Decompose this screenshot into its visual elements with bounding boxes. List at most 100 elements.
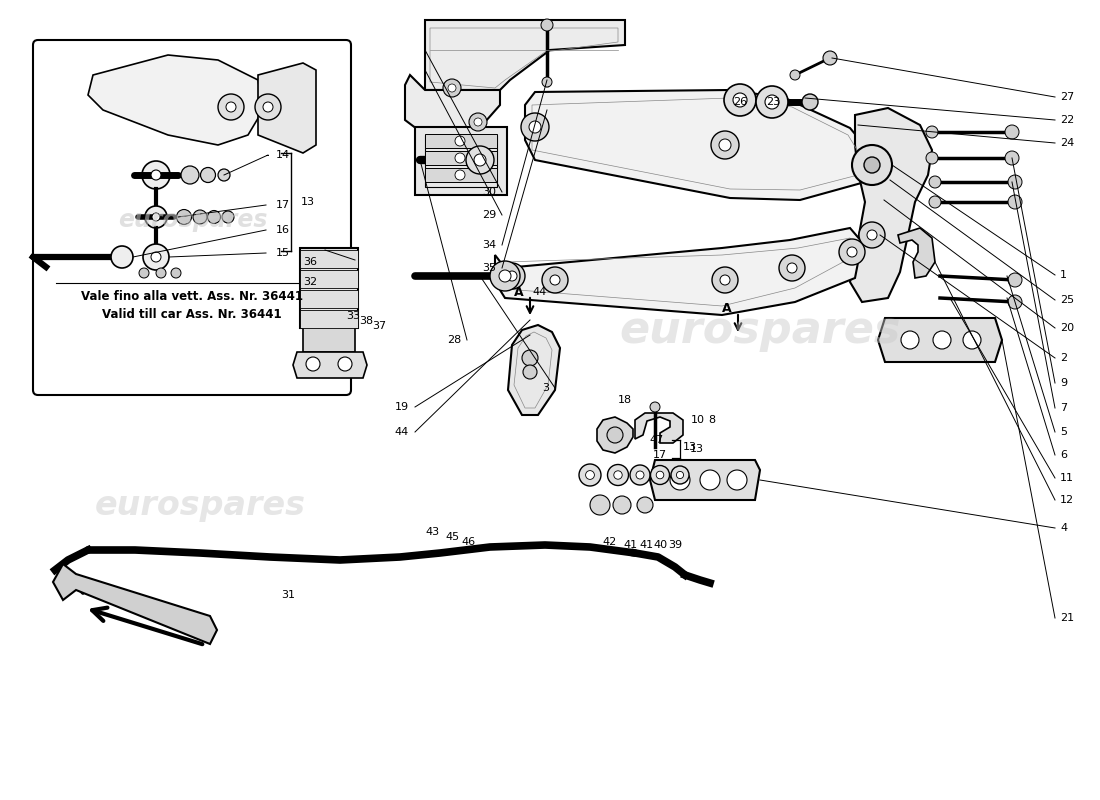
Circle shape (790, 70, 800, 80)
Polygon shape (597, 417, 632, 453)
Text: 43: 43 (426, 527, 440, 537)
Text: 15: 15 (276, 248, 290, 258)
Text: 12: 12 (1060, 495, 1074, 505)
Text: 32: 32 (302, 277, 317, 287)
Text: 23: 23 (766, 97, 780, 107)
Circle shape (192, 210, 207, 224)
Polygon shape (293, 352, 367, 378)
Circle shape (550, 275, 560, 285)
Circle shape (170, 268, 182, 278)
Circle shape (607, 427, 623, 443)
Text: eurospares: eurospares (119, 208, 267, 232)
Text: 10: 10 (691, 415, 705, 425)
Bar (425, 134, 497, 148)
Text: 7: 7 (1060, 403, 1067, 413)
Text: 24: 24 (1060, 138, 1075, 148)
Text: 40: 40 (653, 540, 667, 550)
Circle shape (650, 402, 660, 412)
Text: eurospares: eurospares (619, 309, 901, 351)
Polygon shape (258, 63, 316, 153)
Text: 1: 1 (1060, 270, 1067, 280)
Circle shape (1008, 295, 1022, 309)
Text: 6: 6 (1060, 450, 1067, 460)
Polygon shape (525, 90, 870, 200)
Bar (415, 127, 507, 195)
Text: 21: 21 (1060, 613, 1074, 623)
Text: Valid till car Ass. Nr. 36441: Valid till car Ass. Nr. 36441 (102, 309, 282, 322)
Text: 41: 41 (639, 540, 653, 550)
Text: 47: 47 (650, 435, 664, 445)
Circle shape (867, 230, 877, 240)
Text: 4: 4 (1060, 523, 1067, 533)
Bar (300, 248, 358, 328)
Polygon shape (88, 55, 263, 145)
Circle shape (712, 267, 738, 293)
Text: 39: 39 (668, 540, 682, 550)
Circle shape (455, 153, 465, 163)
Circle shape (657, 471, 663, 478)
Text: 45: 45 (446, 532, 460, 542)
Polygon shape (650, 460, 760, 500)
Text: 42: 42 (603, 537, 617, 547)
Circle shape (786, 263, 798, 273)
Circle shape (541, 19, 553, 31)
Circle shape (151, 252, 161, 262)
Circle shape (847, 247, 857, 257)
Circle shape (529, 121, 541, 133)
Polygon shape (508, 325, 560, 415)
Circle shape (1008, 273, 1022, 287)
Circle shape (338, 357, 352, 371)
Circle shape (1008, 175, 1022, 189)
Text: 18: 18 (618, 395, 632, 405)
Circle shape (522, 350, 538, 366)
Circle shape (542, 77, 552, 87)
Circle shape (226, 102, 236, 112)
Text: 37: 37 (372, 321, 386, 331)
Circle shape (930, 176, 940, 188)
Circle shape (474, 118, 482, 126)
Text: 2: 2 (1060, 353, 1067, 363)
Circle shape (650, 466, 670, 485)
Circle shape (263, 102, 273, 112)
Circle shape (306, 357, 320, 371)
Text: 16: 16 (276, 225, 290, 235)
Circle shape (466, 146, 494, 174)
Circle shape (255, 94, 280, 120)
Circle shape (455, 136, 465, 146)
Circle shape (802, 94, 818, 110)
Circle shape (469, 113, 487, 131)
Circle shape (720, 275, 730, 285)
Text: 34: 34 (482, 240, 496, 250)
Text: 25: 25 (1060, 295, 1074, 305)
Circle shape (711, 131, 739, 159)
Circle shape (590, 495, 610, 515)
Circle shape (901, 331, 918, 349)
Text: 31: 31 (280, 590, 295, 600)
Circle shape (151, 170, 161, 180)
Bar (300, 270, 358, 288)
Polygon shape (425, 20, 625, 90)
Text: 44: 44 (395, 427, 409, 437)
Circle shape (1005, 125, 1019, 139)
Text: 44: 44 (532, 287, 547, 297)
Text: Vale fino alla vett. Ass. Nr. 36441: Vale fino alla vett. Ass. Nr. 36441 (81, 290, 302, 303)
Circle shape (933, 331, 952, 349)
Text: 17: 17 (653, 450, 667, 460)
Circle shape (218, 169, 230, 181)
Text: 38: 38 (359, 316, 373, 326)
Text: 9: 9 (1060, 378, 1067, 388)
Text: A: A (723, 302, 732, 314)
Circle shape (636, 471, 644, 479)
Circle shape (733, 93, 747, 107)
Text: 19: 19 (395, 402, 409, 412)
Text: 35: 35 (482, 263, 496, 273)
Circle shape (142, 161, 170, 189)
Circle shape (1005, 151, 1019, 165)
Polygon shape (495, 228, 862, 315)
Circle shape (859, 222, 886, 248)
Circle shape (222, 211, 234, 223)
Circle shape (182, 166, 199, 184)
Circle shape (670, 470, 690, 490)
Circle shape (143, 244, 169, 270)
Circle shape (176, 210, 191, 225)
